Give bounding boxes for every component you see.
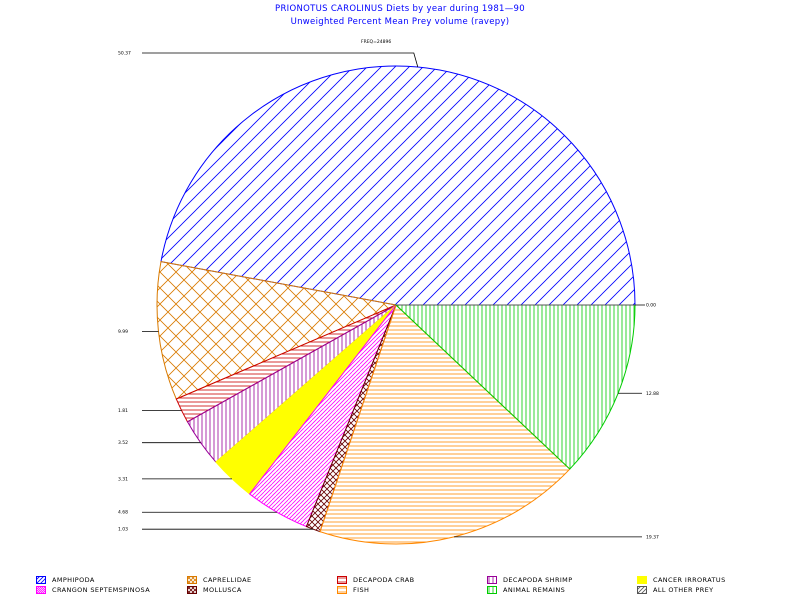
- legend-swatch-decapoda-crab: [337, 576, 347, 584]
- legend-item-animal-remains: ANIMAL REMAINS: [487, 586, 565, 594]
- legend-label: FISH: [353, 586, 370, 594]
- chart-title: PRIONOTUS CAROLINUS Diets by year during…: [275, 4, 525, 14]
- legend-item-all-other-prey: ALL OTHER PREY: [637, 586, 714, 594]
- legend-swatch-amphipoda: [36, 576, 46, 584]
- value-label-mollusca: 1.03: [118, 527, 128, 533]
- legend-item-decapoda-shrimp: DECAPODA SHRIMP: [487, 576, 573, 584]
- value-label-decapoda-shrimp: 3.52: [118, 440, 128, 446]
- value-label-animal-remains: 12.88: [646, 391, 659, 397]
- leader-line-amphipoda: [142, 52, 419, 68]
- pie-slices: [156, 65, 636, 545]
- legend-label: CAPRELLIDAE: [203, 576, 252, 584]
- frequency-label: FREQ=24896: [361, 39, 391, 45]
- value-label-decapoda-crab: 1.81: [118, 408, 128, 414]
- legend-item-fish: FISH: [337, 586, 369, 594]
- value-label-cancer-irroratus: 3.31: [118, 476, 128, 482]
- legend-label: CRANGON SEPTEMSPINOSA: [52, 586, 151, 594]
- legend-swatch-crangon-septemspinosa: [36, 586, 46, 594]
- legend-label: ANIMAL REMAINS: [503, 586, 566, 594]
- legend-item-caprellidae: CAPRELLIDAE: [187, 576, 252, 584]
- legend-swatch-animal-remains: [487, 586, 497, 594]
- legend-label: CANCER IRRORATUS: [653, 576, 726, 584]
- value-label-crangon-septemspinosa: 4.68: [118, 510, 128, 516]
- legend-item-decapoda-crab: DECAPODA CRAB: [337, 576, 414, 584]
- legend-item-mollusca: MOLLUSCA: [187, 586, 242, 594]
- legend-item-amphipoda: AMPHIPODA: [36, 576, 95, 584]
- value-label-amphipoda: 50.37: [118, 51, 131, 57]
- chart-subtitle: Unweighted Percent Mean Prey volume (rav…: [290, 17, 510, 27]
- legend-label: MOLLUSCA: [203, 586, 242, 594]
- pie-slice-fish: [319, 304, 571, 545]
- pie-slice-caprellidae: [156, 260, 398, 400]
- legend-item-cancer-irroratus: CANCER IRRORATUS: [637, 576, 726, 584]
- slice-value-labels: 50.37 9.99 1.81 3.52 3.31 4.68 1.03 19.37 12.88 0…: [118, 51, 659, 541]
- legend-swatch-caprellidae: [187, 576, 197, 584]
- legend-item-crangon-septemspinosa: CRANGON SEPTEMSPINOSA: [36, 586, 150, 594]
- legend-label: DECAPODA SHRIMP: [503, 576, 573, 584]
- pie-slice-animal-remains: [394, 304, 636, 470]
- value-label-all-other-prey: 0.00: [646, 303, 656, 309]
- legend-label: AMPHIPODA: [52, 576, 95, 584]
- legend-swatch-fish: [337, 586, 347, 594]
- value-label-caprellidae: 9.99: [118, 329, 128, 335]
- legend-label: DECAPODA CRAB: [353, 576, 415, 584]
- pie-slice-amphipoda: [160, 65, 636, 306]
- legend-label: ALL OTHER PREY: [653, 586, 714, 594]
- legend-swatch-all-other-prey: [637, 586, 647, 594]
- legend-swatch-decapoda-shrimp: [487, 576, 497, 584]
- legend-swatch-mollusca: [187, 586, 197, 594]
- slice-leader-lines: [142, 52, 645, 538]
- value-label-fish: 19.37: [646, 534, 659, 540]
- legend-swatch-cancer-irroratus: [637, 576, 647, 584]
